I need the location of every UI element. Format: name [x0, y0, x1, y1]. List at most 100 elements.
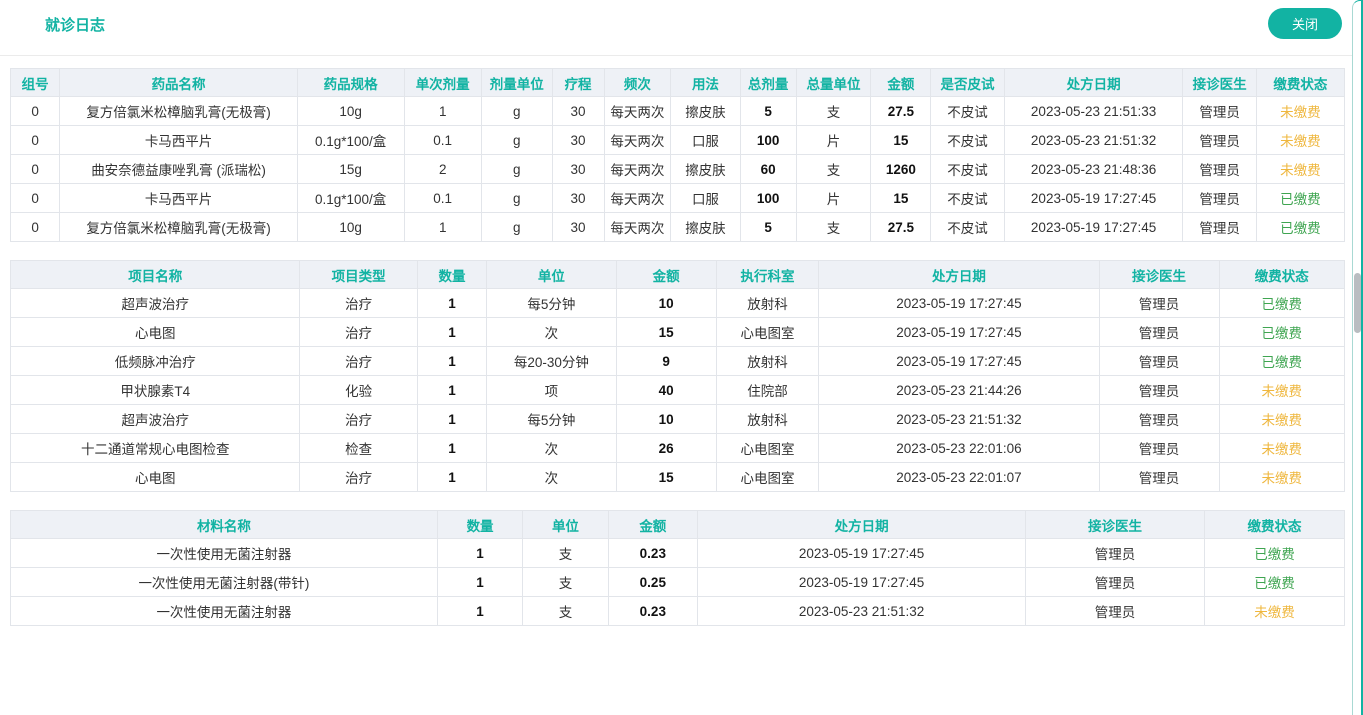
- cell: 每天两次: [603, 212, 672, 242]
- column-header: 项目名称: [9, 260, 301, 289]
- cell: 次: [486, 433, 617, 463]
- cell: 支: [795, 96, 872, 126]
- cell: 1: [416, 346, 488, 376]
- cell: 超声波治疗: [9, 404, 301, 434]
- header-row: 项目名称 项目类型 数量 单位 金额 执行科室 处方日期 接诊医生 缴费状态: [9, 260, 1346, 289]
- cell: 30: [551, 125, 605, 155]
- cell: 1: [436, 538, 524, 568]
- cell: 管理员: [1182, 183, 1257, 213]
- table-row: 0 复方倍氯米松樟脑乳膏(无极膏) 10g 1 g 30 每天两次 擦皮肤 5 支 27.5 不皮试 2…: [9, 212, 1346, 242]
- column-header: 疗程: [551, 68, 605, 97]
- column-header: 执行科室: [715, 260, 820, 289]
- cell: 管理员: [1098, 375, 1220, 405]
- cell: 0.23: [607, 538, 699, 568]
- cell: 每天两次: [603, 125, 672, 155]
- cell: 2023-05-23 21:51:33: [1003, 96, 1184, 126]
- cell: 支: [522, 538, 609, 568]
- status-badge: 已缴费: [1203, 567, 1346, 597]
- cell: 10g: [296, 212, 405, 242]
- cell: 100: [739, 125, 797, 155]
- cell: 心电图: [9, 317, 301, 347]
- cell: 0.1: [403, 125, 482, 155]
- cell: 支: [522, 567, 609, 597]
- cell: 1260: [870, 154, 932, 184]
- cell: 30: [551, 212, 605, 242]
- cell: 15: [615, 462, 717, 492]
- cell: 9: [615, 346, 717, 376]
- column-header: 金额: [615, 260, 717, 289]
- cell: 心电图: [9, 462, 301, 492]
- cell: 放射科: [715, 288, 820, 318]
- column-header: 数量: [416, 260, 488, 289]
- cell: 0.23: [607, 596, 699, 626]
- cell: 10g: [296, 96, 405, 126]
- cell: g: [480, 212, 553, 242]
- status-badge: 未缴费: [1255, 96, 1346, 126]
- cell: 低频脉冲治疗: [9, 346, 301, 376]
- cell: 0.1: [403, 183, 482, 213]
- column-header: 接诊医生: [1182, 68, 1257, 97]
- cell: 0.1g*100/盒: [296, 183, 405, 213]
- cell: 10: [615, 288, 717, 318]
- scrollbar[interactable]: [1352, 0, 1363, 715]
- cell: 支: [795, 212, 872, 242]
- table-row: 0 卡马西平片 0.1g*100/盒 0.1 g 30 每天两次 口服 100 片 15 不皮试 202…: [9, 183, 1346, 213]
- dialog-header: 就诊日志 关闭: [0, 0, 1363, 56]
- cell: 每20-30分钟: [486, 346, 617, 376]
- cell: 心电图室: [715, 433, 820, 463]
- column-header: 接诊医生: [1025, 510, 1205, 539]
- cell: 一次性使用无菌注射器(带针): [10, 567, 438, 597]
- cell: 27.5: [870, 212, 932, 242]
- cell: 26: [615, 433, 717, 463]
- status-badge: 未缴费: [1218, 433, 1346, 463]
- cell: 管理员: [1025, 538, 1205, 568]
- cell: 次: [486, 317, 617, 347]
- column-header: 缴费状态: [1218, 260, 1346, 289]
- cell: 1: [403, 96, 482, 126]
- cell: 复方倍氯米松樟脑乳膏(无极膏): [59, 96, 298, 126]
- cell: 1: [416, 288, 488, 318]
- column-header: 是否皮试: [930, 68, 1005, 97]
- cell: 治疗: [299, 346, 418, 376]
- table-row: 心电图 治疗 1 次 15 心电图室 2023-05-19 17:27:45 管理员 已缴费: [9, 317, 1346, 347]
- table-row: 一次性使用无菌注射器(带针) 1 支 0.25 2023-05-19 17:27:45 管…: [10, 567, 1346, 597]
- cell: 40: [615, 375, 717, 405]
- project-table: 项目名称 项目类型 数量 单位 金额 执行科室 处方日期 接诊医生 缴费状态 超声波治疗 治疗 1 每5…: [9, 260, 1346, 492]
- cell: 治疗: [299, 288, 418, 318]
- cell: 管理员: [1182, 154, 1257, 184]
- cell: 2023-05-19 17:27:45: [1003, 183, 1184, 213]
- table-row: 甲状腺素T4 化验 1 项 40 住院部 2023-05-23 21:44:26 管理员 未缴费: [9, 375, 1346, 405]
- cell: 卡马西平片: [59, 125, 298, 155]
- column-header: 项目类型: [299, 260, 418, 289]
- cell: 0.25: [607, 567, 699, 597]
- cell: 15: [870, 125, 932, 155]
- cell: 1: [403, 212, 482, 242]
- column-header: 总量单位: [795, 68, 872, 97]
- cell: 每天两次: [603, 154, 672, 184]
- cell: 0: [9, 125, 61, 155]
- cell: 管理员: [1025, 567, 1205, 597]
- scrollbar-thumb[interactable]: [1354, 273, 1361, 333]
- cell: 1: [416, 317, 488, 347]
- cell: 管理员: [1098, 433, 1220, 463]
- table-row: 超声波治疗 治疗 1 每5分钟 10 放射科 2023-05-23 21:51:32 管理员未…: [9, 404, 1346, 434]
- column-header: 药品名称: [59, 68, 298, 97]
- cell: 片: [795, 183, 872, 213]
- close-button[interactable]: 关闭: [1267, 8, 1342, 39]
- column-header: 缴费状态: [1203, 510, 1346, 539]
- cell: g: [480, 96, 553, 126]
- cell: 60: [739, 154, 797, 184]
- material-table: 材料名称 数量 单位 金额 处方日期 接诊医生 缴费状态 一次性使用无菌注射器 1 支 0.23 20…: [10, 510, 1346, 626]
- status-badge: 已缴费: [1218, 288, 1346, 318]
- cell: 口服: [670, 183, 741, 213]
- cell: 管理员: [1098, 346, 1220, 376]
- cell: 0: [9, 154, 61, 184]
- cell: 十二通道常规心电图检查: [9, 433, 301, 463]
- column-header: 金额: [607, 510, 699, 539]
- column-header: 单次剂量: [403, 68, 482, 97]
- cell: 5: [739, 212, 797, 242]
- header-row: 材料名称 数量 单位 金额 处方日期 接诊医生 缴费状态: [10, 510, 1346, 539]
- cell: 1: [416, 375, 488, 405]
- cell: 检查: [299, 433, 418, 463]
- cell: 100: [739, 183, 797, 213]
